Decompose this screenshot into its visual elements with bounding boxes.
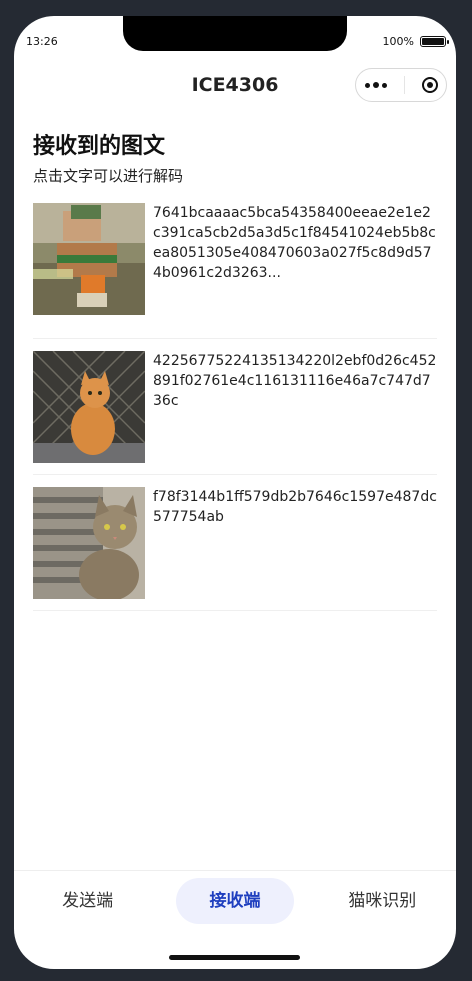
notch [123, 16, 347, 51]
more-icon[interactable] [364, 82, 387, 88]
list-item: 7641bcaaaac5bca54358400eeae2e1e2c391ca5c… [33, 203, 437, 339]
battery-percent: 100% [382, 35, 414, 48]
battery-icon [420, 36, 449, 47]
close-target-icon[interactable] [421, 77, 438, 93]
thumbnail-image [33, 487, 145, 599]
mini-program-capsule [355, 68, 447, 102]
thumbnail-image [33, 351, 145, 463]
page-subtitle: 点击文字可以进行解码 [33, 167, 184, 185]
bottom-tabbar: 发送端 接收端 猫咪识别 [14, 870, 456, 930]
status-right: 100% [382, 35, 449, 48]
list-item: 42256775224135134220l2ebf0d26c452891f027… [33, 339, 437, 475]
message-list: 7641bcaaaac5bca54358400eeae2e1e2c391ca5c… [33, 203, 437, 611]
capsule-divider [403, 76, 405, 94]
phone-screen: 13:26 100% ICE4306 接收到的图文 点击文字可以进行解码 [14, 16, 456, 969]
tab-sender[interactable]: 发送端 [62, 890, 114, 911]
encoded-text[interactable]: 42256775224135134220l2ebf0d26c452891f027… [153, 353, 437, 409]
encoded-text[interactable]: f78f3144b1ff579db2b7646c1597e487dc577754… [153, 489, 437, 525]
home-indicator [169, 955, 300, 960]
encoded-text[interactable]: 7641bcaaaac5bca54358400eeae2e1e2c391ca5c… [153, 205, 436, 281]
list-item: f78f3144b1ff579db2b7646c1597e487dc577754… [33, 475, 437, 611]
page-title: 接收到的图文 [33, 134, 166, 159]
tab-receiver[interactable]: 接收端 [175, 877, 294, 924]
tab-cat-recognition[interactable]: 猫咪识别 [348, 890, 417, 911]
thumbnail-image [33, 203, 145, 315]
status-time: 13:26 [26, 35, 58, 48]
nav-title: ICE4306 [191, 74, 279, 96]
